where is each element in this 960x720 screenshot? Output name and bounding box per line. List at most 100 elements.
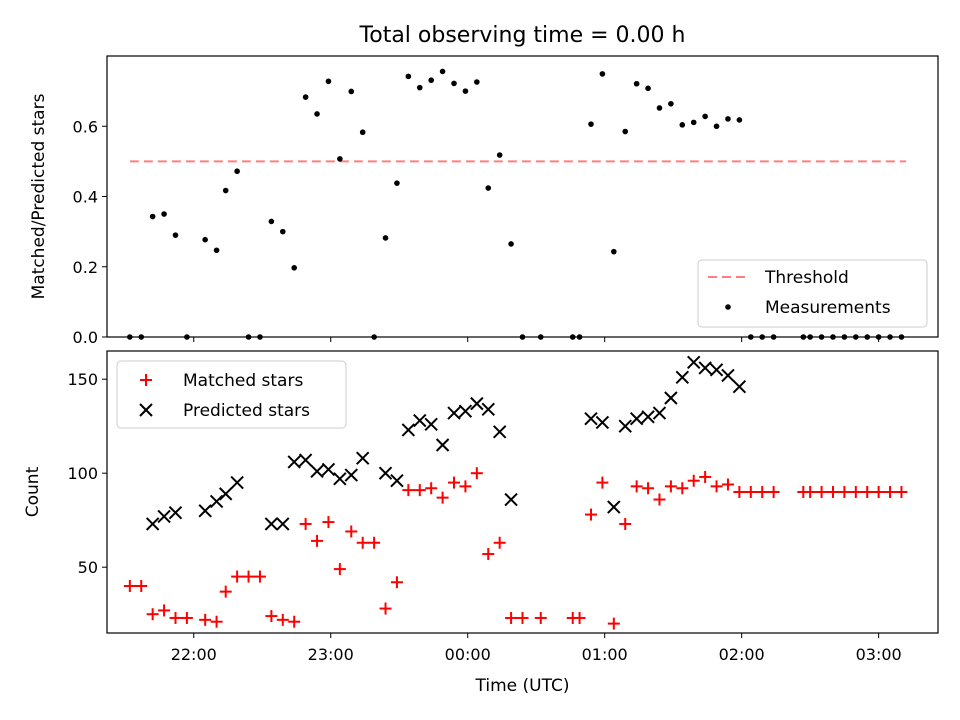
legend-threshold-label: Threshold: [764, 268, 849, 288]
legend-predicted-swatch: [139, 403, 153, 417]
measurement-point: [508, 241, 514, 247]
measurement-point: [668, 100, 674, 107]
matched-star-point: [596, 476, 609, 489]
matched-star-point: [276, 613, 289, 626]
predicted-star-point: [413, 413, 427, 428]
measurement-point: [172, 232, 179, 238]
matched-star-point: [199, 613, 212, 626]
measurement-point: [161, 211, 167, 217]
measurement-point: [645, 85, 651, 92]
matched-star-point: [664, 480, 677, 493]
measurement-point: [656, 105, 663, 111]
predicted-star-point: [424, 417, 438, 432]
measurement-point: [234, 168, 240, 175]
matched-star-point: [299, 517, 312, 530]
predicted-star-point: [732, 380, 747, 394]
measurement-point: [679, 122, 686, 128]
matched-star-point: [333, 563, 346, 576]
matched-star-point: [288, 615, 301, 628]
predicted-star-point: [458, 404, 473, 418]
matched-star-point: [242, 570, 255, 583]
predicted-star-point: [219, 487, 233, 501]
predicted-star-point: [198, 504, 212, 518]
legend-measurements-label: Measurements: [765, 298, 891, 318]
matched-star-point: [470, 467, 483, 480]
matched-star-point: [619, 517, 632, 530]
measurement-point: [337, 156, 343, 162]
bottom-y-tick-label: 50: [78, 558, 98, 577]
measurement-point: [291, 265, 298, 271]
predicted-star-point: [145, 517, 160, 531]
predicted-star-point: [435, 438, 450, 452]
matched-star-point: [448, 476, 461, 489]
measurement-point: [416, 84, 423, 91]
matched-star-point: [311, 534, 324, 547]
predicted-star-point: [607, 500, 621, 514]
chart-title: Total observing time = 0.00 h: [359, 23, 686, 48]
measurement-point: [702, 113, 708, 120]
matched-star-point: [123, 580, 136, 592]
matched-star-point: [838, 486, 851, 498]
matched-star-point: [721, 478, 734, 491]
measurement-point: [222, 187, 229, 194]
matched-star-point: [493, 536, 506, 549]
matched-star-point: [482, 548, 495, 561]
matched-star-point: [607, 617, 620, 630]
x-axis-label: Time (UTC): [475, 676, 570, 696]
predicted-star-point: [698, 361, 712, 375]
matched-star-point: [516, 611, 529, 624]
measurement-point: [599, 71, 606, 77]
predicted-star-point: [390, 474, 404, 488]
matched-star-point: [436, 491, 449, 504]
measurement-point: [314, 111, 320, 117]
matched-star-point: [135, 580, 148, 592]
matched-star-point: [767, 486, 780, 498]
measurement-point: [611, 248, 617, 255]
matched-star-point: [676, 482, 689, 495]
x-tick-label: 00:00: [445, 645, 491, 664]
top-y-tick-label: 0.6: [73, 117, 98, 136]
matched-star-point: [146, 608, 159, 621]
predicted-star-point: [355, 451, 370, 465]
measurement-point: [302, 94, 309, 100]
legend-matched-label: Matched stars: [183, 371, 303, 391]
legend-measurements-swatch: [725, 304, 731, 310]
matched-star-point: [379, 602, 392, 615]
measurement-point: [690, 119, 697, 126]
matched-star-point: [425, 482, 438, 495]
matched-star-point: [253, 570, 266, 583]
predicted-star-point: [447, 406, 461, 420]
matched-star-point: [180, 611, 193, 624]
predicted-star-point: [168, 505, 183, 520]
matched-star-point: [345, 525, 358, 538]
legend-predicted-label: Predicted stars: [183, 401, 310, 421]
predicted-star-point: [721, 368, 735, 383]
measurement-point: [725, 116, 731, 122]
bottom-y-tick-label: 100: [67, 464, 98, 483]
bottom-panel: Count Time (UTC) 50 100 150 22:00 23:00 00:00 01…: [23, 350, 939, 696]
matched-star-point: [884, 486, 897, 498]
matched-star-point: [534, 611, 547, 624]
x-tick-label: 01:00: [582, 645, 628, 664]
measurement-point: [713, 123, 720, 130]
x-tick-label: 23:00: [308, 645, 354, 664]
measurement-point: [622, 128, 629, 135]
top-axes-frame: [106, 55, 939, 338]
matched-star-point: [219, 585, 232, 598]
predicted-star-point: [209, 494, 224, 509]
predicted-star-point: [298, 453, 313, 467]
matched-star-point: [733, 486, 746, 498]
predicted-star-point: [709, 363, 724, 377]
matched-star-point: [505, 611, 518, 624]
predicted-star-point: [664, 391, 678, 405]
top-legend: [697, 259, 928, 328]
predicted-star-point: [378, 466, 393, 480]
matched-star-point: [210, 615, 223, 628]
matched-star-point: [687, 474, 700, 487]
predicted-star-point: [618, 419, 632, 433]
top-panel: Total observing time = 0.00 h Matched/Pre…: [29, 23, 939, 347]
matched-star-point: [872, 486, 885, 498]
x-tick-label: 02:00: [719, 645, 765, 664]
measurement-point: [202, 236, 208, 243]
